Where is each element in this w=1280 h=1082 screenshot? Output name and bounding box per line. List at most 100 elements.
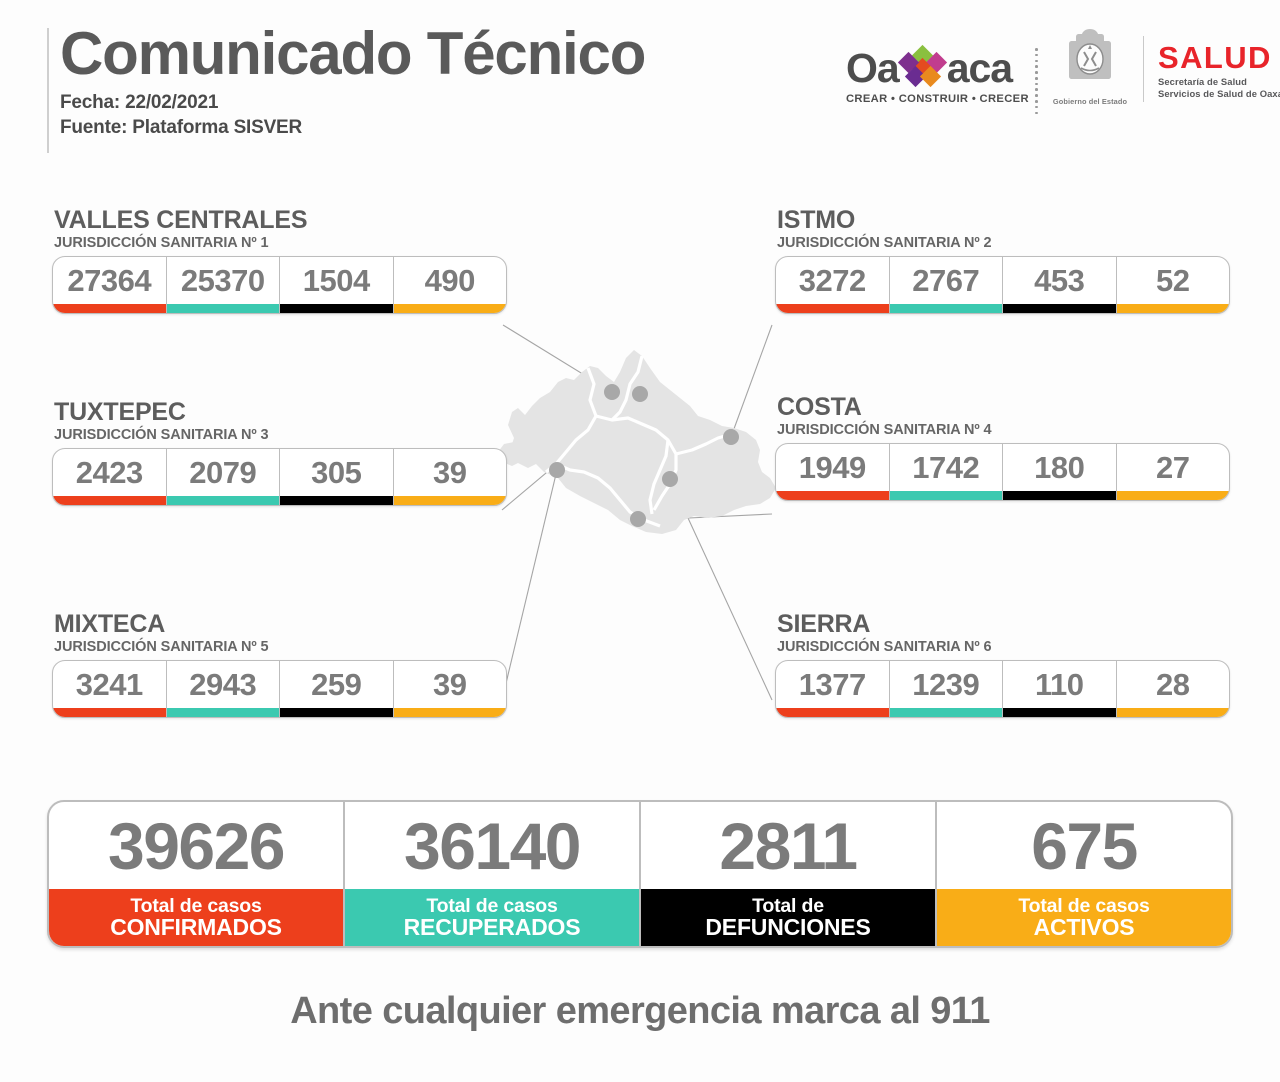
stat-value: 1949 (798, 450, 866, 485)
total-label-line2: DEFUNCIONES (705, 913, 871, 940)
region-stats-card: 27364 25370 1504 490 (52, 255, 507, 314)
total-label-line2: CONFIRMADOS (110, 913, 282, 940)
total-recuperados: 36140 Total de casos RECUPERADOS (345, 802, 641, 946)
region-title: TUXTEPEC (54, 398, 186, 426)
map-region-borders (545, 355, 733, 528)
region-card-costa: COSTA JURISDICCIÓN SANITARIA Nº 4 1949 1… (775, 395, 1230, 501)
region-title: MIXTECA (54, 610, 166, 638)
total-value: 36140 (403, 808, 582, 883)
total-label-line1: Total de casos (426, 894, 558, 917)
region-jurisdiction: JURISDICCIÓN SANITARIA Nº 3 (54, 427, 269, 443)
salud-wordmark: SALUD (1158, 40, 1272, 75)
color-bar-recuperados (889, 707, 1002, 717)
total-label-line1: Total de casos (130, 894, 262, 917)
stat-defunciones: 1504 (280, 256, 394, 313)
color-bar-activos (1116, 707, 1229, 717)
region-jurisdiction: JURISDICCIÓN SANITARIA Nº 6 (777, 639, 992, 655)
color-bar-confirmados (776, 490, 889, 500)
stat-recuperados: 25370 (166, 256, 280, 313)
color-bar-recuperados (166, 707, 279, 717)
total-activos: 675 Total de casos ACTIVOS (937, 802, 1231, 946)
stat-value: 2943 (189, 667, 257, 702)
oaxaca-map-svg (498, 350, 776, 534)
marker-tuxtepec (632, 386, 648, 402)
stat-confirmados: 3272 (776, 256, 890, 313)
stat-value: 1377 (798, 667, 866, 702)
map-silhouette (498, 350, 776, 534)
color-bar-confirmados (776, 707, 889, 717)
total-label-line1: Total de casos (1018, 894, 1150, 917)
stat-value: 180 (1034, 450, 1085, 485)
oaxaca-diamond-icon (897, 44, 947, 90)
region-stats-card: 3241 2943 259 39 (52, 659, 507, 718)
color-bar-activos (393, 707, 506, 717)
stat-recuperados: 2943 (166, 660, 280, 717)
stat-value: 27364 (67, 263, 152, 298)
total-label-activos: Total de casos ACTIVOS (937, 889, 1231, 946)
map-markers (549, 384, 739, 527)
region-stats-card: 2423 2079 305 39 (52, 447, 507, 506)
total-label-confirmados: Total de casos CONFIRMADOS (49, 889, 343, 946)
color-bar-defunciones (280, 495, 393, 505)
color-bar-activos (1116, 490, 1229, 500)
stat-confirmados: 2423 (53, 448, 167, 505)
color-bar-activos (393, 495, 506, 505)
marker-costa (630, 511, 646, 527)
stat-activos: 52 (1116, 257, 1229, 313)
stat-value: 39 (433, 667, 467, 702)
total-label-defunciones: Total de DEFUNCIONES (641, 889, 935, 946)
region-title: ISTMO (777, 206, 856, 234)
gobierno-estado-logo: Gobierno del Estado (1051, 28, 1129, 106)
stat-value: 1742 (912, 450, 980, 485)
marker-valles-centrales (604, 384, 620, 400)
salud-logo: SALUD Secretaría de Salud Servicios de S… (1158, 42, 1280, 100)
stat-recuperados: 2079 (166, 448, 280, 505)
stat-value: 1504 (302, 263, 370, 298)
oaxaca-word-part1: Oa (846, 44, 900, 91)
stat-activos: 28 (1116, 661, 1229, 717)
stat-recuperados: 2767 (889, 256, 1003, 313)
stat-value: 490 (424, 263, 476, 298)
stat-defunciones: 180 (1003, 443, 1117, 500)
stat-defunciones: 305 (280, 448, 394, 505)
stat-value: 110 (1034, 667, 1084, 702)
oaxaca-logo: Oa aca CREAR • CONSTRUIR • CRECER (846, 44, 1029, 105)
stat-value: 39 (433, 455, 467, 490)
color-bar-defunciones (1003, 303, 1116, 313)
color-bar-recuperados (889, 490, 1002, 500)
totals-summary-bar: 39626 Total de casos CONFIRMADOS 36140 T… (47, 800, 1233, 948)
state-seal-icon (1069, 29, 1111, 79)
color-bar-recuperados (889, 303, 1002, 313)
color-bar-confirmados (53, 707, 166, 717)
region-stats-card: 1949 1742 180 27 (775, 442, 1230, 501)
total-label-recuperados: Total de casos RECUPERADOS (345, 889, 639, 946)
stat-value: 1239 (912, 667, 980, 702)
total-value: 675 (1031, 808, 1138, 883)
color-bar-confirmados (776, 303, 889, 313)
stat-defunciones: 453 (1003, 256, 1117, 313)
marker-mixteca (549, 462, 565, 478)
stat-value: 259 (311, 667, 362, 702)
stat-value: 2079 (189, 455, 257, 490)
stat-recuperados: 1742 (889, 443, 1003, 500)
stat-value: 27 (1156, 450, 1190, 485)
marker-istmo (723, 429, 739, 445)
title-divider (47, 28, 49, 153)
oaxaca-word-part2: aca (946, 44, 1013, 91)
header-meta: Fecha: 22/02/2021 Fuente: Plataforma SIS… (60, 90, 645, 140)
region-stats-card: 3272 2767 453 52 (775, 255, 1230, 314)
stat-value: 52 (1156, 263, 1190, 298)
total-value: 39626 (107, 808, 286, 883)
stat-confirmados: 1377 (776, 660, 890, 717)
report-date: Fecha: 22/02/2021 (60, 92, 219, 113)
salud-line-2: Servicios de Salud de Oaxaca (1158, 87, 1280, 99)
region-card-tuxtepec: TUXTEPEC JURISDICCIÓN SANITARIA Nº 3 242… (52, 400, 507, 506)
stat-value: 453 (1034, 263, 1085, 298)
stat-recuperados: 1239 (889, 660, 1003, 717)
stat-activos: 490 (393, 257, 506, 313)
salud-subtitle: Secretaría de Salud Servicios de Salud d… (1158, 76, 1280, 100)
stat-activos: 39 (393, 661, 506, 717)
stat-value: 305 (311, 455, 362, 490)
region-card-sierra: SIERRA JURISDICCIÓN SANITARIA Nº 6 1377 … (775, 612, 1230, 718)
